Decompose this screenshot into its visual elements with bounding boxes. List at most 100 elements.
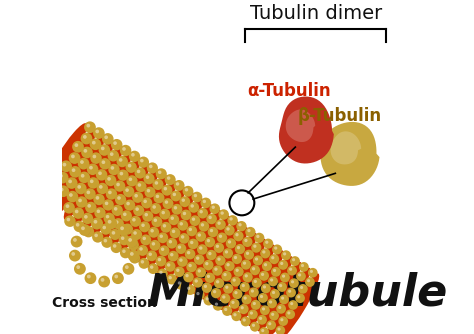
Circle shape (203, 295, 214, 306)
Circle shape (147, 162, 158, 174)
Circle shape (75, 183, 87, 194)
Circle shape (213, 267, 222, 276)
Circle shape (256, 235, 259, 238)
Circle shape (196, 292, 200, 295)
Circle shape (244, 238, 252, 247)
Ellipse shape (174, 210, 221, 284)
Circle shape (182, 198, 185, 202)
Ellipse shape (128, 181, 176, 257)
Circle shape (296, 272, 306, 281)
Circle shape (211, 205, 215, 209)
Circle shape (308, 268, 318, 278)
Circle shape (110, 152, 114, 156)
Circle shape (121, 146, 131, 156)
Circle shape (100, 223, 111, 235)
Circle shape (260, 305, 270, 315)
Circle shape (171, 216, 174, 220)
Circle shape (199, 209, 208, 218)
Circle shape (262, 250, 265, 254)
Circle shape (307, 279, 310, 282)
Circle shape (278, 260, 288, 270)
Circle shape (214, 268, 218, 271)
Circle shape (148, 253, 152, 256)
Circle shape (125, 265, 129, 269)
Ellipse shape (257, 262, 301, 331)
Circle shape (263, 263, 272, 271)
Circle shape (251, 300, 261, 310)
Circle shape (251, 267, 260, 275)
Circle shape (126, 162, 137, 173)
Circle shape (111, 139, 122, 151)
Circle shape (260, 295, 263, 298)
Circle shape (252, 301, 261, 310)
Circle shape (211, 288, 221, 298)
Circle shape (177, 245, 186, 254)
Circle shape (126, 202, 130, 205)
Circle shape (68, 192, 78, 202)
Circle shape (82, 213, 93, 224)
Circle shape (158, 170, 162, 174)
Circle shape (106, 188, 117, 200)
Circle shape (202, 283, 212, 293)
Circle shape (84, 215, 88, 219)
Circle shape (241, 260, 251, 270)
Circle shape (128, 177, 137, 186)
Circle shape (218, 234, 227, 243)
Circle shape (151, 216, 163, 227)
Circle shape (191, 192, 202, 202)
Circle shape (123, 212, 127, 216)
Circle shape (283, 252, 286, 256)
Circle shape (119, 225, 129, 235)
Circle shape (93, 219, 103, 229)
Circle shape (196, 257, 200, 260)
Circle shape (106, 215, 109, 218)
Circle shape (263, 238, 273, 249)
Circle shape (206, 250, 217, 260)
Circle shape (243, 318, 246, 322)
Circle shape (287, 311, 295, 319)
Circle shape (148, 252, 157, 261)
Circle shape (193, 193, 202, 202)
Circle shape (219, 209, 229, 220)
Circle shape (179, 233, 190, 244)
Ellipse shape (276, 274, 319, 334)
Circle shape (189, 264, 192, 267)
Circle shape (233, 312, 241, 321)
Circle shape (140, 259, 149, 269)
Circle shape (81, 174, 84, 178)
Circle shape (160, 234, 163, 238)
Circle shape (241, 283, 249, 292)
Circle shape (159, 234, 168, 243)
Circle shape (57, 172, 69, 183)
Circle shape (88, 165, 98, 175)
Circle shape (109, 165, 119, 175)
Circle shape (148, 164, 158, 173)
Circle shape (163, 224, 166, 227)
Circle shape (164, 174, 176, 185)
Circle shape (219, 211, 228, 219)
Ellipse shape (211, 233, 257, 305)
Circle shape (92, 219, 102, 229)
Circle shape (234, 267, 244, 277)
Circle shape (231, 300, 239, 309)
Circle shape (255, 258, 258, 261)
Circle shape (215, 256, 226, 266)
Circle shape (237, 246, 240, 249)
Circle shape (188, 227, 197, 236)
Circle shape (119, 158, 122, 162)
Circle shape (101, 237, 112, 248)
Circle shape (121, 236, 125, 240)
Circle shape (225, 286, 228, 289)
Circle shape (194, 194, 197, 197)
Circle shape (101, 225, 111, 234)
Circle shape (114, 180, 125, 192)
Circle shape (229, 299, 239, 309)
Circle shape (183, 212, 186, 215)
Circle shape (192, 217, 195, 221)
Circle shape (280, 262, 283, 265)
Circle shape (173, 205, 182, 214)
Circle shape (287, 289, 296, 297)
Circle shape (227, 239, 236, 248)
Circle shape (114, 207, 118, 211)
Circle shape (149, 265, 158, 274)
